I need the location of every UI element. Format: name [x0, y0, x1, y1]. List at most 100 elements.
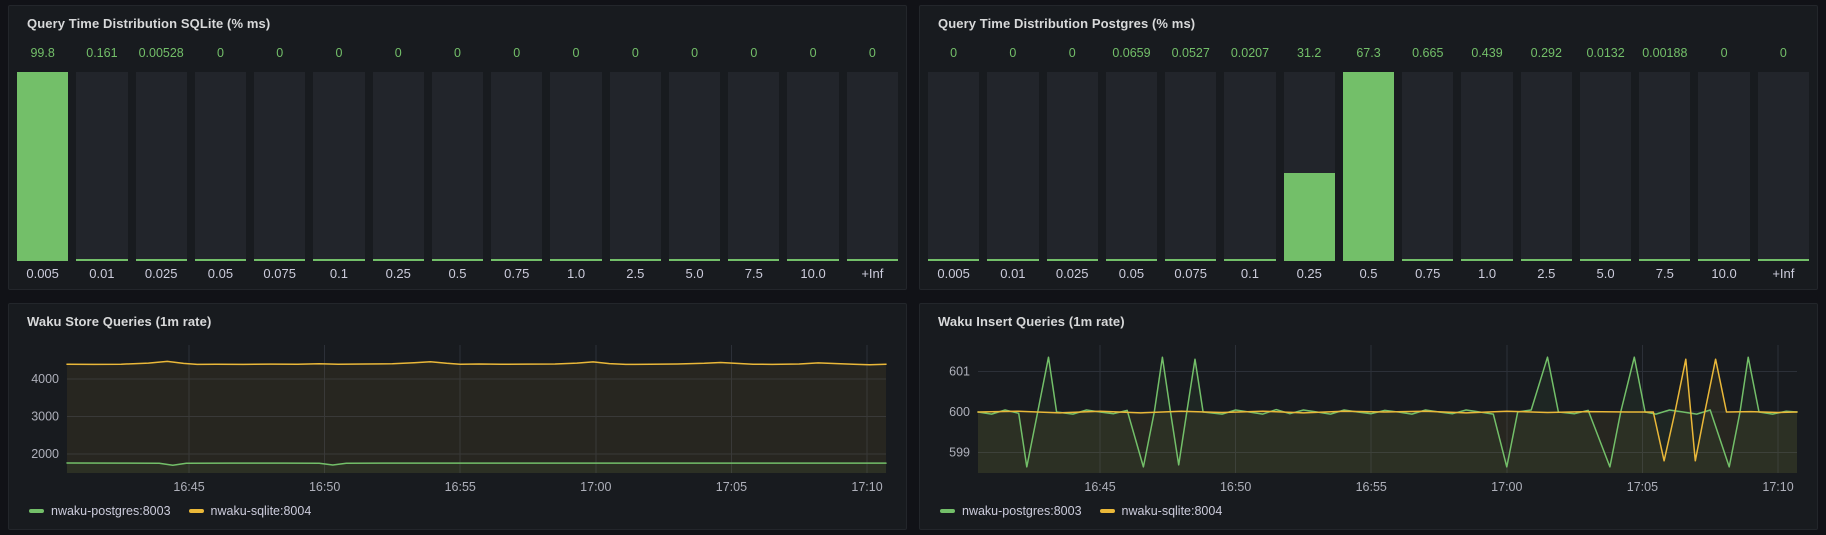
bucket-label: 0.5 — [448, 265, 467, 281]
bucket-label: 5.0 — [685, 265, 704, 281]
histogram-bar-0-05 — [194, 72, 247, 261]
histogram-bar-fill — [1402, 259, 1454, 261]
histogram-bar-10-0 — [787, 72, 839, 261]
series-line-nwaku-sqlite-8004 — [66, 360, 887, 366]
bucket-label: 0.01 — [89, 265, 115, 281]
legend-item-nwaku-sqlite-8004[interactable]: nwaku-sqlite:8004 — [1099, 504, 1222, 518]
histogram-bar-fill — [372, 259, 424, 261]
bar-value-label: 0 — [1779, 46, 1787, 60]
bucket-label: 5.0 — [1596, 265, 1615, 281]
histogram-bar-0-25 — [1283, 72, 1335, 261]
bar-value-label: 0 — [1720, 46, 1728, 60]
legend-marker-yellow — [188, 509, 204, 513]
legend-label: nwaku-postgres:8003 — [51, 504, 171, 518]
histogram-bar-fill — [550, 259, 602, 261]
panel-title-store-queries[interactable]: Waku Store Queries (1m rate) — [27, 314, 212, 329]
x-tick-label: 16:50 — [1220, 480, 1251, 494]
y-tick-label: 601 — [949, 364, 970, 378]
histogram-bucket-labels: 0.005 0.01 0.025 0.05 0.075 0.1 0.25 0.5 0.75 1.0… — [17, 261, 898, 285]
bucket-label: 0.005 — [26, 265, 59, 281]
series-area-nwaku-postgres-8003 — [978, 357, 1797, 473]
bar-value-label: 0 — [454, 46, 461, 60]
bucket-label: 0.025 — [144, 265, 178, 281]
x-tick-label: 16:55 — [1356, 480, 1387, 494]
x-tick-label: 16:45 — [173, 480, 204, 494]
x-tick-label: 16:45 — [1084, 480, 1115, 494]
histogram-bars — [17, 72, 898, 261]
bucket-label: 0.75 — [1415, 265, 1441, 281]
bucket-label: 0.75 — [504, 265, 530, 281]
legend-item-nwaku-sqlite-8004[interactable]: nwaku-sqlite:8004 — [188, 504, 311, 518]
bar-value-label: 0 — [394, 46, 402, 60]
bucket-label: 0.25 — [1296, 265, 1322, 281]
x-tick-label: 17:10 — [1762, 480, 1793, 494]
histogram-bar-5-0 — [668, 72, 721, 261]
histogram-bar-fill — [1105, 259, 1158, 261]
y-tick-label: 600 — [949, 405, 970, 419]
histogram-bar-0-75 — [491, 72, 543, 261]
bucket-label: 0.1 — [329, 265, 348, 281]
bar-value-label: 0 — [572, 46, 580, 60]
panel-query-time-sqlite: Query Time Distribution SQLite (% ms) 99… — [8, 5, 907, 290]
bar-value-label: 0.665 — [1412, 46, 1444, 60]
histogram-bar-7-5 — [1639, 72, 1691, 261]
histogram-postgres: 0 0 0 0.0659 0.0527 0.0207 31.2 67.3 0.665 0.439 0… — [920, 33, 1817, 289]
histogram-bar-fill — [609, 259, 661, 261]
panel-title-sqlite[interactable]: Query Time Distribution SQLite (% ms) — [27, 16, 271, 31]
bar-value-label: 0 — [216, 46, 224, 60]
histogram-bar-fill — [928, 259, 980, 261]
panel-title-postgres[interactable]: Query Time Distribution Postgres (% ms) — [938, 16, 1196, 31]
bar-value-label: 99.8 — [30, 46, 55, 60]
legend-item-nwaku-postgres-8003[interactable]: nwaku-postgres:8003 — [940, 504, 1082, 518]
histogram-bar-fill — [135, 259, 187, 261]
histogram-bar-fill — [987, 259, 1039, 261]
histogram-bar-2-5 — [609, 72, 661, 261]
bucket-label: 0.01 — [1000, 265, 1026, 281]
histogram-bar-0-075 — [1165, 72, 1217, 261]
legend-item-nwaku-postgres-8003[interactable]: nwaku-postgres:8003 — [29, 504, 171, 518]
bar-value-label: 0 — [335, 46, 343, 60]
y-tick-label: 2000 — [31, 447, 59, 461]
histogram-bar-1-0 — [1461, 72, 1513, 261]
bucket-label: 0.5 — [1359, 265, 1378, 281]
panel-title-insert-queries[interactable]: Waku Insert Queries (1m rate) — [938, 314, 1125, 329]
bucket-label: 7.5 — [1655, 265, 1674, 281]
histogram-bar-fill — [1698, 259, 1750, 261]
panel-header: Query Time Distribution Postgres (% ms) — [920, 6, 1817, 33]
histogram-bar-fill — [491, 259, 543, 261]
bucket-label: 0.075 — [263, 265, 296, 281]
histogram-bar-0-075 — [254, 72, 306, 261]
y-tick-label: 3000 — [31, 410, 59, 424]
panel-waku-insert-queries: Waku Insert Queries (1m rate) 599 600 601 1… — [919, 303, 1818, 530]
x-tick-label: 17:00 — [1491, 480, 1522, 494]
histogram-bar-fill — [668, 259, 721, 261]
bar-value-label: 0.0527 — [1171, 46, 1210, 60]
gridlines — [67, 345, 886, 473]
histogram-bar-0-005 — [928, 72, 980, 261]
bucket-label: +Inf — [861, 265, 884, 281]
histogram-bar--inf — [846, 72, 898, 261]
legend-marker-yellow — [1099, 509, 1115, 513]
bucket-label: 0.075 — [1174, 265, 1207, 281]
bar-value-label: 0.0659 — [1112, 46, 1151, 60]
bucket-label: +Inf — [1772, 265, 1795, 281]
bar-value-label: 0.0207 — [1230, 46, 1270, 60]
series-line-nwaku-postgres-8003 — [977, 356, 1798, 468]
y-tick-label: 599 — [949, 446, 970, 460]
panel-waku-store-queries: Waku Store Queries (1m rate) 2000 3000 400… — [8, 303, 907, 530]
bucket-label: 1.0 — [566, 265, 586, 281]
histogram-bar-fill — [1520, 259, 1572, 261]
histogram-bar-0-01 — [987, 72, 1039, 261]
histogram-bar-0-005 — [17, 72, 69, 261]
bucket-label: 0.1 — [1240, 265, 1259, 281]
bar-value-label: 0 — [750, 46, 758, 60]
histogram-bar-0-75 — [1402, 72, 1454, 261]
histogram-bar-7-5 — [728, 72, 780, 261]
bucket-label: 10.0 — [800, 265, 826, 281]
bar-value-label: 0 — [276, 46, 284, 60]
histogram-bar-0-025 — [135, 72, 187, 261]
timeseries-svg: 599 600 601 16:45 16:50 16:55 17:00 17:05 17:10 — [949, 345, 1798, 494]
histogram-bars — [928, 72, 1809, 261]
series-line-nwaku-sqlite-8004 — [977, 358, 1798, 462]
